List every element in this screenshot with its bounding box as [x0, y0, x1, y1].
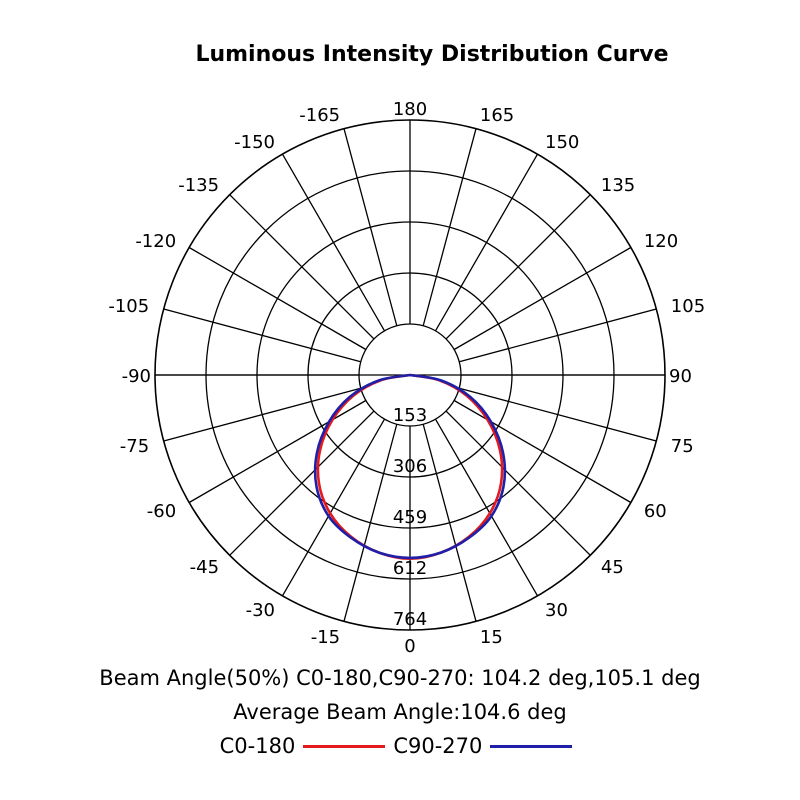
grid-spoke	[188, 399, 367, 504]
angle-label: 165	[480, 105, 514, 126]
polar-grid	[154, 119, 666, 631]
angle-label: 120	[644, 231, 678, 252]
angle-label: 30	[545, 600, 568, 621]
radial-tick-label: 612	[393, 558, 427, 579]
angle-label: 150	[545, 132, 579, 153]
angle-label: 90	[669, 366, 692, 387]
radial-tick-label: 306	[393, 456, 427, 477]
legend-swatch-c90-270	[490, 744, 573, 748]
grid-spoke	[422, 128, 477, 326]
legend: C0-180 C90-270	[0, 731, 800, 761]
angle-label: 180	[393, 99, 427, 120]
angle-label: -75	[120, 436, 149, 457]
angle-label: 75	[671, 436, 694, 457]
grid-spoke	[422, 424, 477, 622]
beam-angle-text: Beam Angle(50%) C0-180,C90-270: 104.2 de…	[99, 666, 701, 690]
angle-label: 45	[601, 557, 624, 578]
grid-spoke	[229, 194, 375, 340]
angle-label: -120	[135, 231, 176, 252]
angle-label: -105	[108, 296, 149, 317]
average-beam-angle-text: Average Beam Angle:104.6 deg	[233, 700, 567, 724]
axis-labels: 180 1651501351201059075604530150-15-30-45…	[108, 99, 705, 657]
grid-spoke	[445, 410, 591, 556]
grid-spoke	[445, 194, 591, 340]
angle-label: -90	[122, 366, 151, 387]
grid-spoke	[163, 387, 361, 442]
legend-label-c90-270: C90-270	[393, 734, 483, 758]
legend-item-c90-270: C90-270	[393, 734, 580, 758]
angle-label: -30	[246, 600, 275, 621]
grid-spoke	[459, 308, 657, 363]
grid-spoke	[434, 418, 539, 597]
grid-spoke	[343, 424, 398, 622]
angle-label: 60	[644, 501, 667, 522]
grid-spoke	[229, 410, 375, 556]
grid-spoke	[453, 399, 632, 504]
angle-label: 105	[671, 296, 705, 317]
legend-item-c0-180: C0-180	[220, 734, 394, 758]
angle-label: 0	[404, 636, 415, 657]
angle-label: -15	[311, 627, 340, 648]
angle-label: -135	[178, 175, 219, 196]
angle-label: 135	[601, 175, 635, 196]
chart-title: Luminous Intensity Distribution Curve	[195, 42, 669, 67]
grid-spoke	[453, 246, 632, 351]
angle-label: -165	[299, 105, 340, 126]
radial-tick-label: 459	[393, 507, 427, 528]
angle-label: -60	[147, 501, 176, 522]
angle-label: 15	[480, 627, 503, 648]
grid-spoke	[281, 418, 386, 597]
series-line-c90-270	[313, 373, 507, 560]
grid-spoke	[281, 153, 386, 332]
legend-swatch-c0-180	[303, 744, 386, 748]
grid-spoke	[343, 128, 398, 326]
grid-spoke	[163, 308, 361, 363]
grid-spoke	[434, 153, 539, 332]
legend-label-c0-180: C0-180	[219, 734, 296, 758]
angle-label: -150	[234, 132, 275, 153]
radial-tick-label: 153	[393, 405, 427, 426]
intensity-curves	[313, 373, 507, 561]
grid-spoke	[188, 246, 367, 351]
radial-tick-label: 764	[393, 609, 427, 630]
angle-label: -45	[190, 557, 219, 578]
grid-spoke	[459, 387, 657, 442]
